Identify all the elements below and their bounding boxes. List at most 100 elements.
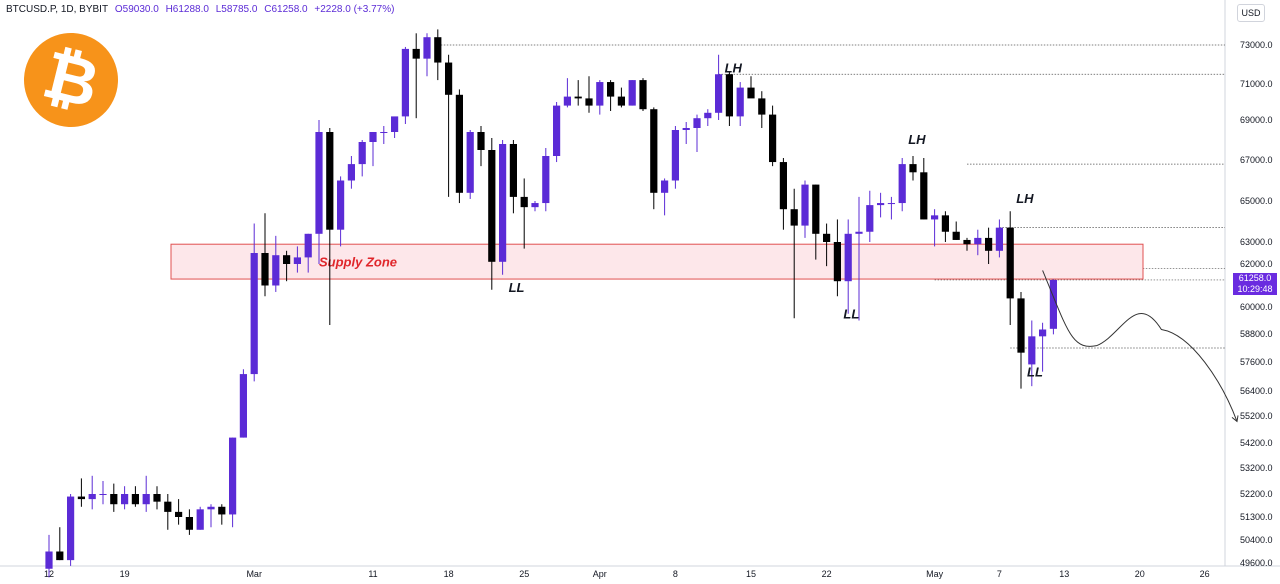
candle-body (995, 227, 1003, 251)
candle-body (542, 156, 550, 204)
candle-body (229, 437, 237, 515)
candle-body (153, 494, 161, 502)
x-tick-label: Mar (246, 569, 262, 579)
projection-path (1042, 270, 1238, 422)
candle-body (855, 231, 863, 234)
candle-body (185, 517, 193, 530)
candle-body (1006, 227, 1014, 299)
supply-zone-label: Supply Zone (319, 255, 397, 270)
candle-body (434, 37, 442, 63)
candle-body (369, 132, 377, 142)
candle-body (812, 184, 820, 234)
candle-body (801, 184, 809, 226)
candle-body (617, 96, 625, 106)
x-tick-label: 22 (822, 569, 832, 579)
candle-body (110, 494, 118, 505)
ohlc-header: BTCUSD.P, 1D, BYBIT O59030.0 H61288.0 L5… (6, 4, 394, 15)
candle-body (272, 255, 280, 286)
candle-body (823, 233, 831, 242)
y-tick-label: 55200.0 (1240, 411, 1273, 421)
swing-annotation: LL (843, 306, 859, 321)
candle-body (423, 37, 431, 59)
y-tick-label: 60000.0 (1240, 302, 1273, 312)
candle-body (337, 180, 345, 230)
candle-body (99, 494, 107, 495)
candle-body (304, 233, 312, 258)
x-tick-label: 18 (444, 569, 454, 579)
y-tick-label: 69000.0 (1240, 115, 1273, 125)
candle-body (67, 496, 75, 561)
candle-body (326, 132, 334, 230)
candle-body (877, 203, 885, 206)
candle-body (779, 162, 787, 210)
candle-body (952, 231, 960, 240)
symbol-label: BTCUSD.P, 1D, BYBIT (6, 4, 109, 15)
candle-body (693, 118, 701, 128)
candle-body (985, 237, 993, 251)
candle-body (391, 116, 399, 132)
candle-body (563, 96, 571, 106)
candle-body (175, 511, 183, 517)
candle-body (725, 74, 733, 117)
candle-body (866, 205, 874, 232)
candle-body (974, 237, 982, 245)
candle-body (520, 196, 528, 208)
candle-body (45, 551, 53, 569)
candle-body (77, 496, 85, 500)
candle-body (477, 132, 485, 150)
y-tick-label: 52200.0 (1240, 489, 1273, 499)
candle-body (758, 98, 766, 115)
x-tick-label: 19 (120, 569, 130, 579)
candle-body (941, 215, 949, 232)
y-tick-label: 73000.0 (1240, 40, 1273, 50)
candle-body (931, 215, 939, 220)
candle-body (682, 128, 690, 130)
low-value: L58785.0 (215, 4, 258, 15)
x-tick-label: 7 (997, 569, 1002, 579)
candle-body (250, 253, 258, 375)
change-value: +2228.0 (+3.77%) (314, 4, 395, 15)
swing-annotation: LH (725, 60, 743, 75)
candle-body (1049, 279, 1057, 329)
candle-body (661, 180, 669, 193)
swing-annotation: LH (1016, 191, 1034, 206)
candle-body (509, 144, 517, 197)
candle-body (628, 80, 636, 106)
countdown-timer: 10:29:48 (1237, 284, 1273, 294)
candle-body (131, 494, 139, 505)
y-tick-label: 50400.0 (1240, 535, 1273, 545)
candle-body (196, 509, 204, 530)
y-tick-label: 51300.0 (1240, 512, 1273, 522)
candle-body (347, 164, 355, 181)
candle-body (639, 80, 647, 110)
candle-body (736, 87, 744, 117)
candle-body (898, 164, 906, 204)
y-tick-label: 53200.0 (1240, 463, 1273, 473)
swing-annotation: LH (908, 132, 926, 147)
candle-body (1039, 329, 1047, 337)
x-tick-label: 13 (1059, 569, 1069, 579)
candle-body (218, 506, 226, 515)
x-tick-label: 25 (519, 569, 529, 579)
last-price-value: 61258.0 (1238, 273, 1272, 283)
candle-body (715, 74, 723, 113)
candle-body (293, 257, 301, 264)
high-value: H61288.0 (165, 4, 209, 15)
candle-body (531, 203, 539, 208)
candle-body (283, 255, 291, 264)
y-tick-label: 56400.0 (1240, 386, 1273, 396)
candle-body (704, 112, 712, 119)
y-tick-label: 65000.0 (1240, 196, 1273, 206)
currency-button[interactable]: USD (1237, 4, 1265, 22)
y-tick-label: 71000.0 (1240, 79, 1273, 89)
candle-body (790, 209, 798, 226)
candle-body (833, 242, 841, 282)
y-tick-label: 58800.0 (1240, 329, 1273, 339)
candle-body (887, 203, 895, 205)
swing-annotation: LL (1027, 365, 1043, 380)
candle-body (315, 132, 323, 234)
candle-body (671, 130, 679, 181)
projection-arrowhead (1231, 415, 1239, 423)
